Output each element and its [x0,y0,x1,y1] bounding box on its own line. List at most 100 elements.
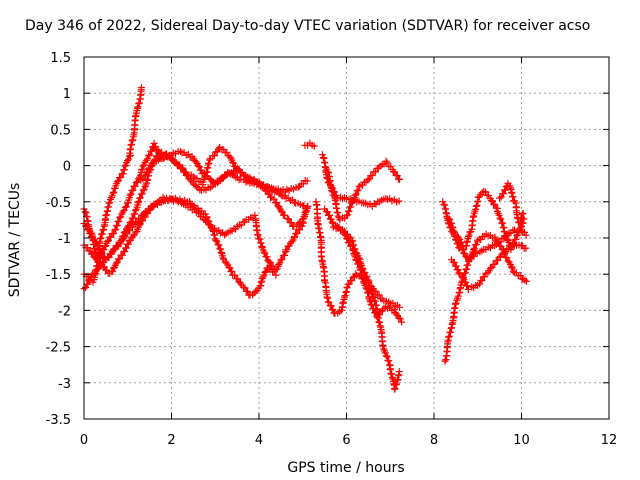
data-point [101,243,109,250]
data-point [223,148,231,156]
data-point [215,241,223,249]
data-point [495,253,503,261]
data-point [139,186,147,194]
data-point [114,242,122,249]
data-point [496,194,504,202]
data-point [244,287,252,295]
data-point [368,172,376,179]
data-point [193,183,201,191]
data-point [396,303,403,311]
data-point [354,186,362,194]
data-point [281,251,288,259]
data-point [81,208,89,216]
series-sat-p [448,241,530,293]
data-point [496,242,504,250]
x-tick-label: 4 [255,433,263,448]
data-point [91,254,99,262]
data-point [334,209,342,217]
y-tick-label: -2.5 [46,341,71,356]
data-point [206,221,214,229]
data-point [129,214,137,222]
data-point [500,228,508,236]
data-point [217,245,225,253]
data-point [134,103,142,111]
data-point [105,253,113,261]
data-point [464,258,472,265]
data-point [463,282,471,290]
data-point [138,190,146,198]
data-point [287,219,295,227]
data-point [110,188,118,196]
data-point [513,232,521,240]
data-point [121,203,129,211]
data-point [303,177,311,185]
series-sat-l [329,223,406,326]
data-point [84,280,92,288]
data-point [293,229,301,237]
data-point [341,292,349,300]
data-point [449,224,457,232]
data-point [382,157,390,165]
data-point [379,342,387,350]
data-point [488,264,496,271]
data-point [110,230,118,237]
data-point [343,212,351,220]
data-point [126,191,134,199]
data-point [396,315,404,323]
data-point [355,260,363,268]
data-point [376,311,383,319]
data-point [137,84,145,92]
data-point [452,299,460,307]
x-axis-label: GPS time / hours [287,460,404,476]
data-point [124,157,131,165]
data-point [119,208,127,216]
data-point [368,301,376,309]
data-point [493,238,501,246]
y-tick-label: 1.5 [50,51,71,66]
data-point [450,227,458,235]
data-point [459,274,467,282]
data-point [109,189,117,197]
data-point [518,223,525,230]
data-point [148,160,156,168]
data-point [497,215,505,223]
data-point [260,248,268,256]
series-sat-a [80,84,145,260]
data-point [124,240,132,248]
data-point [522,277,530,285]
data-point [134,178,141,186]
data-point [113,178,121,186]
data-point [129,232,137,240]
data-point [500,190,507,198]
data-point [252,288,260,295]
data-point [117,238,125,246]
data-point [121,162,129,170]
data-point [96,246,104,254]
data-point [499,219,507,227]
data-point [462,279,470,286]
data-point [177,148,184,156]
data-point [441,357,449,365]
data-point [467,252,475,260]
data-point [393,172,401,180]
data-point [102,212,110,219]
data-point [120,206,128,214]
data-point [120,235,128,243]
data-point [328,188,336,196]
data-point [206,156,214,164]
data-point [502,183,510,191]
data-point [288,238,296,246]
data-point [375,291,383,299]
data-point [205,159,213,167]
data-point [393,380,401,388]
data-point [141,213,149,221]
data-point [355,182,363,190]
x-tick-label: 0 [80,433,88,448]
data-point [142,156,150,164]
y-tick-label: -3.5 [46,413,71,428]
data-point [98,250,106,258]
data-point [395,197,403,205]
data-point [105,199,113,207]
series-sat-f [137,150,311,230]
